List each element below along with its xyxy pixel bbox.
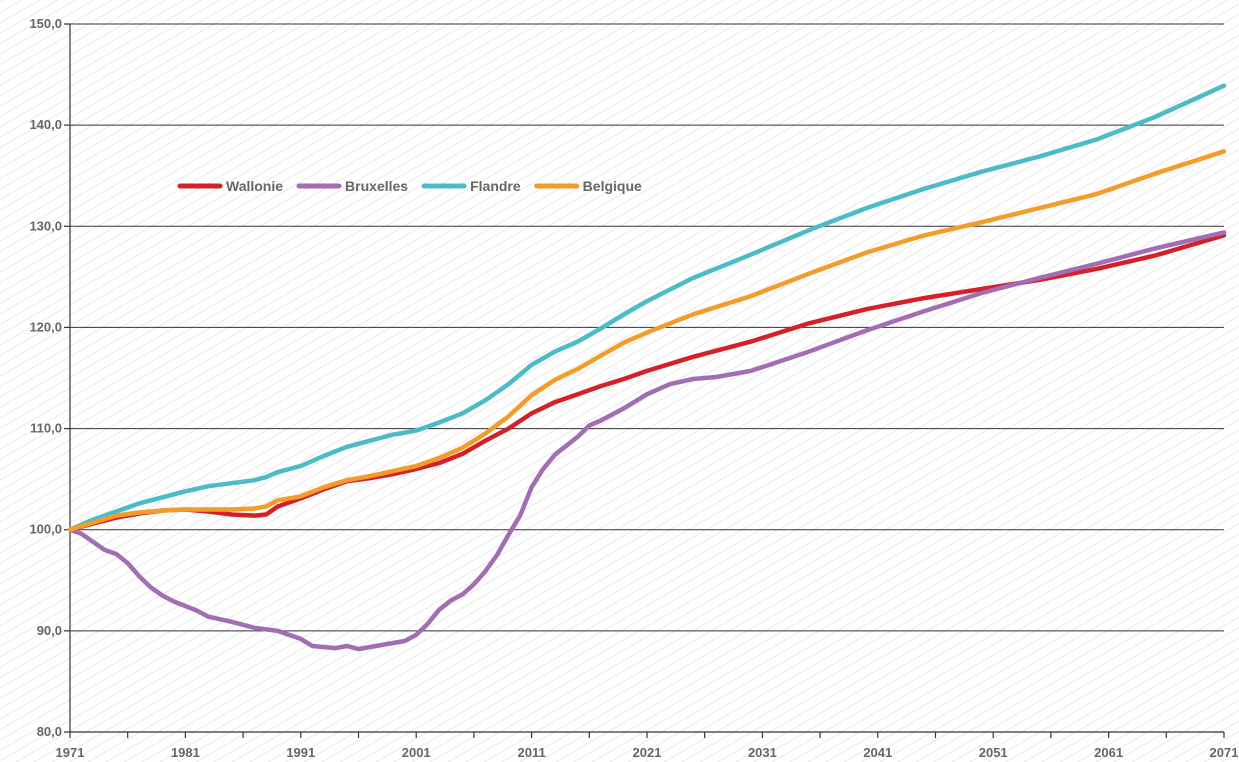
y-axis-tick-labels: 80,0 90,0 100,0 110,0 120,0 130,0 140,0 150,0 [29, 16, 62, 739]
axes [64, 23, 1225, 738]
x-tick-label: 1981 [171, 745, 200, 760]
legend-label-bruxelles: Bruxelles [345, 178, 408, 194]
x-tick-label: 2011 [517, 745, 545, 760]
legend-label-belgique: Belgique [583, 178, 642, 194]
x-tick-label: 2051 [979, 745, 1008, 760]
y-tick-label: 130,0 [29, 218, 62, 233]
series-line-bruxelles [67, 230, 1227, 652]
x-tick-label: 2061 [1094, 745, 1123, 760]
x-tick-label: 1971 [56, 745, 85, 760]
legend-label-wallonie: Wallonie [226, 178, 283, 194]
series-lines [67, 83, 1227, 652]
x-tick-label: 2021 [633, 745, 662, 760]
series-line-belgique [67, 149, 1227, 532]
x-tick-label: 2001 [402, 745, 431, 760]
x-axis-tick-labels: 1971 1981 1991 2001 2011 2021 2031 2041 2051 2061… [56, 745, 1239, 760]
y-tick-label: 120,0 [29, 319, 62, 334]
x-tick-label: 2031 [748, 745, 777, 760]
y-tick-label: 150,0 [29, 16, 62, 31]
y-tick-label: 90,0 [37, 623, 62, 638]
legend: Wallonie Bruxelles Flandre Belgique [177, 178, 642, 194]
x-tick-label: 2071 [1210, 745, 1239, 760]
y-tick-label: 80,0 [37, 724, 62, 739]
x-tick-label: 1991 [286, 745, 315, 760]
series-line-wallonie [67, 233, 1227, 532]
series-line-flandre [67, 83, 1227, 532]
y-tick-label: 100,0 [29, 522, 62, 537]
y-tick-label: 140,0 [29, 117, 62, 132]
x-tick-label: 2041 [863, 745, 892, 760]
legend-label-flandre: Flandre [470, 178, 521, 194]
y-tick-label: 110,0 [30, 421, 62, 436]
